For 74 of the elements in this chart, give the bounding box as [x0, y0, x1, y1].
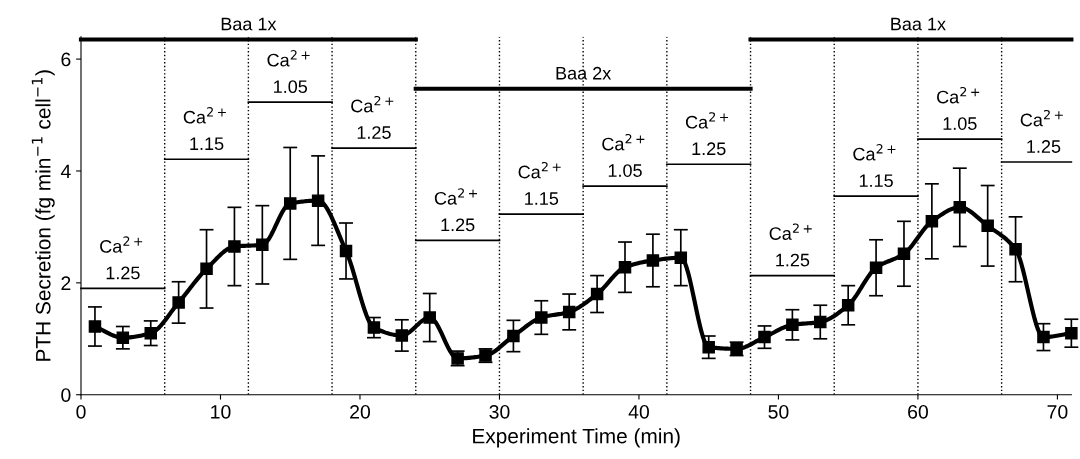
x-tick-label: 30	[489, 404, 510, 419]
point	[283, 197, 297, 210]
point	[1009, 243, 1022, 256]
annotation: Ca$^{2+}$	[434, 188, 477, 205]
y-tick-label: 0	[61, 388, 71, 402]
point	[841, 298, 855, 312]
x-tick-label: 70	[1047, 404, 1068, 419]
annotation: 1.25	[1027, 140, 1061, 153]
point	[618, 260, 632, 274]
point	[339, 244, 353, 258]
point	[925, 215, 939, 228]
annotation: 1.25	[441, 218, 475, 232]
point	[897, 247, 911, 261]
annotation: Ca$^{2+}$	[267, 50, 310, 67]
point	[88, 320, 102, 333]
x-tick-label: 20	[350, 404, 371, 419]
point	[423, 311, 436, 324]
annotation: Ca$^{2+}$	[602, 133, 645, 151]
annotation: Baa 2x	[556, 66, 612, 80]
y-tick-label: 4	[60, 164, 71, 179]
annotation: 1.25	[357, 126, 391, 139]
annotation: Baa 1x	[221, 17, 277, 31]
annotation: 1.15	[190, 137, 224, 151]
annotation: Ca$^{2+}$	[351, 95, 394, 113]
point	[590, 287, 604, 301]
annotation: Ca$^{2+}$	[183, 107, 226, 124]
point	[786, 318, 799, 332]
point	[869, 261, 883, 275]
point	[256, 238, 269, 252]
point	[228, 240, 241, 253]
point	[981, 219, 994, 233]
point	[1037, 330, 1050, 344]
point	[953, 201, 967, 214]
annotation: 1.05	[943, 117, 977, 130]
annotation: 1.15	[525, 192, 559, 205]
point	[646, 254, 660, 267]
x-tick-label: 40	[628, 404, 649, 419]
annotation: Ca$^{2+}$	[100, 236, 143, 253]
x-tick-label: 0	[76, 404, 86, 419]
x-tick-label: 50	[768, 404, 789, 419]
y-tick-label: 2	[61, 276, 71, 290]
point	[144, 326, 157, 340]
annotation: Ca$^{2+}$	[769, 223, 812, 240]
annotation: 1.15	[859, 174, 893, 188]
annotation: 1.25	[692, 142, 726, 156]
annotation: Baa 1x	[891, 17, 946, 31]
point	[395, 329, 409, 342]
point	[311, 194, 325, 207]
x-axis-title: Experiment Time (min)	[473, 428, 680, 448]
annotation: Ca$^{2+}$	[937, 86, 980, 104]
annotation: Ca$^{2+}$	[1020, 109, 1063, 127]
point	[1065, 326, 1078, 340]
point	[172, 296, 185, 309]
point	[367, 321, 381, 334]
annotation: Ca$^{2+}$	[853, 144, 896, 161]
point	[562, 305, 576, 319]
x-tick-label: 60	[908, 404, 928, 419]
annotation: 1.25	[106, 266, 140, 280]
annotation: 1.05	[608, 164, 642, 177]
y-tick-label: 6	[61, 52, 71, 67]
point	[116, 331, 130, 344]
point	[758, 330, 771, 344]
y-axis-title: PTH Secretion (fg min$^{−1}$ cell$^{−1}$)	[31, 70, 55, 361]
point	[535, 311, 548, 324]
annotation: Ca$^{2+}$	[518, 161, 561, 179]
point	[200, 262, 213, 276]
point	[814, 315, 827, 329]
point	[674, 251, 688, 264]
annotation: 1.05	[274, 80, 308, 94]
point	[507, 329, 520, 343]
annotation: Ca$^{2+}$	[685, 112, 729, 129]
x-tick-label: 10	[211, 404, 231, 419]
annotation: 1.25	[776, 253, 810, 267]
point	[702, 340, 715, 354]
